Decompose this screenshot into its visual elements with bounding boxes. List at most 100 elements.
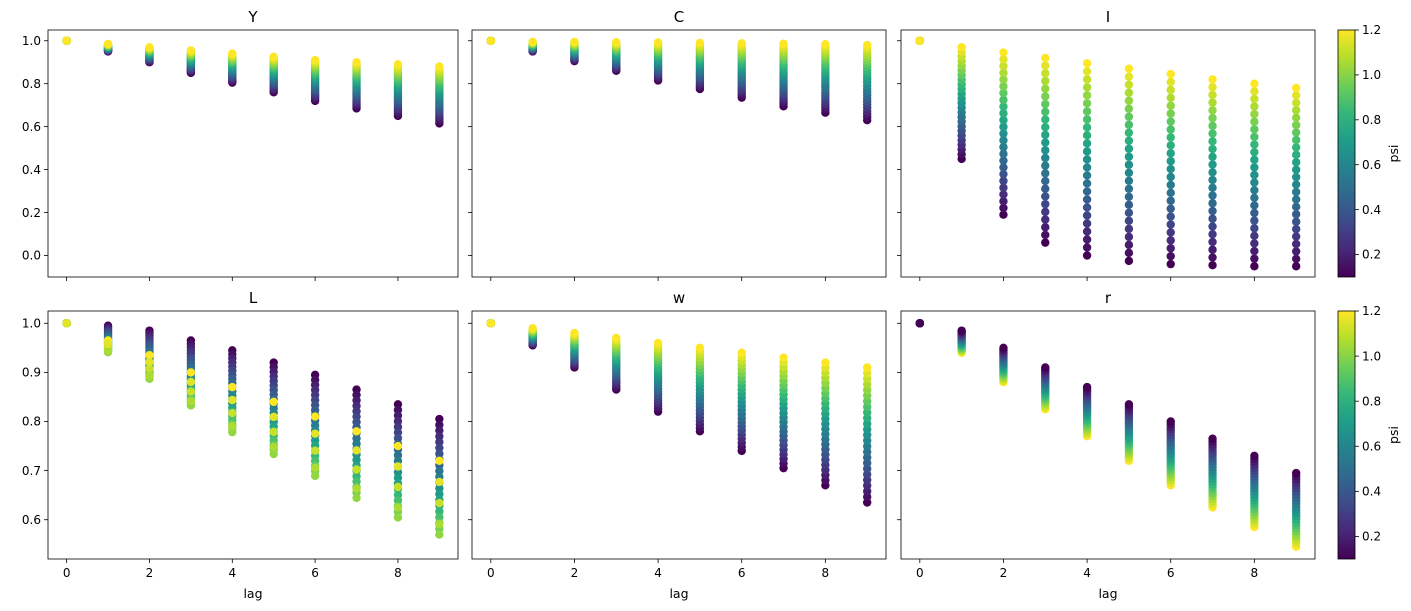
- x-tick-label: 2: [146, 566, 154, 580]
- scatter-point: [570, 37, 579, 47]
- scatter-point: [103, 346, 113, 355]
- scatter-point: [1166, 220, 1175, 229]
- scatter-point: [1166, 117, 1175, 126]
- scatter-point: [737, 348, 746, 357]
- scatter-point: [1250, 254, 1259, 263]
- x-axis-label: lag: [243, 586, 262, 601]
- scatter-point: [821, 39, 830, 49]
- scatter-point: [1124, 88, 1134, 97]
- scatter-point: [269, 427, 278, 437]
- colorbar: 0.2 0.4 0.6 0.8 1.0 1.2 psi: [1337, 304, 1401, 560]
- y-tick-label: 0.0: [22, 249, 41, 263]
- scatter-point: [1041, 61, 1050, 70]
- scatter-point: [999, 203, 1008, 213]
- scatter-point: [1166, 204, 1175, 213]
- scatter-point: [915, 36, 925, 45]
- axes-frame: [47, 29, 459, 278]
- scatter-point: [570, 328, 579, 338]
- scatter-point: [435, 520, 444, 529]
- x-tick-label: 2: [571, 566, 579, 580]
- scatter-point: [1291, 98, 1301, 108]
- scatter-points: [62, 36, 444, 128]
- scatter-point: [999, 48, 1008, 57]
- scatter-point: [1250, 117, 1259, 126]
- x-tick-label: 6: [311, 566, 319, 580]
- colorbar-tick-label: 1.2: [1362, 23, 1381, 37]
- axes-frame: [900, 29, 1316, 278]
- scatter-point: [352, 484, 361, 493]
- axes-frame: [47, 310, 459, 560]
- scatter-point: [1124, 216, 1134, 226]
- scatter-point: [999, 88, 1008, 98]
- scatter-point: [1124, 152, 1134, 161]
- scatter-point: [1166, 125, 1175, 134]
- scatter-point: [145, 364, 154, 374]
- scatter-point: [269, 442, 278, 452]
- scatter-point: [1166, 141, 1175, 150]
- scatter-point: [435, 489, 444, 499]
- scatter-point: [1082, 59, 1092, 68]
- scatter-point: [1250, 224, 1259, 233]
- y-tick-label: 1.0: [22, 34, 41, 48]
- subplot-title: Y: [247, 8, 258, 26]
- scatter-point: [999, 102, 1008, 111]
- scatter-point: [1291, 232, 1301, 241]
- colorbar-label: psi: [1386, 426, 1401, 444]
- x-axis-label: lag: [669, 586, 688, 601]
- scatter-point: [1124, 96, 1134, 105]
- colorbar-tick-label: 1.0: [1362, 68, 1381, 82]
- scatter-point: [1291, 187, 1301, 197]
- scatter-point: [1041, 363, 1050, 372]
- y-tick-label: 0.7: [22, 464, 41, 478]
- scatter-point: [1124, 224, 1134, 234]
- scatter-point: [1208, 175, 1217, 185]
- scatter-point: [1250, 102, 1259, 111]
- scatter-point: [269, 397, 278, 407]
- axes-frame: [471, 29, 887, 278]
- y-tick-label: 0.8: [22, 77, 41, 91]
- scatter-point: [1041, 230, 1050, 240]
- colorbar-gradient: [1337, 310, 1356, 560]
- scatter-point: [310, 446, 320, 455]
- scatter-point: [1082, 67, 1092, 76]
- scatter-point: [1250, 94, 1259, 104]
- scatter-point: [695, 343, 705, 353]
- y-tick-label: 0.4: [22, 163, 41, 177]
- scatter-point: [1166, 228, 1175, 237]
- scatter-point: [393, 441, 403, 451]
- x-tick-label: 0: [63, 566, 71, 580]
- colorbar-tick-label: 0.8: [1362, 113, 1381, 127]
- scatter-point: [103, 39, 113, 49]
- scatter-point: [1082, 115, 1092, 124]
- scatter-point: [435, 62, 444, 71]
- scatter-point: [1291, 120, 1301, 130]
- scatter-point: [352, 58, 361, 67]
- scatter-point: [1250, 262, 1259, 271]
- scatter-point: [1208, 199, 1217, 208]
- scatter-point: [1250, 185, 1259, 195]
- scatter-point: [1250, 216, 1259, 225]
- scatter-point: [486, 319, 496, 328]
- scatter-point: [393, 60, 403, 69]
- scatter-point: [1082, 107, 1092, 116]
- scatter-point: [1291, 202, 1301, 212]
- scatter-point: [999, 68, 1008, 78]
- scatter-point: [1208, 82, 1217, 92]
- scatter-point: [1250, 451, 1259, 461]
- x-tick-label: 6: [1167, 566, 1175, 580]
- scatter-point: [999, 82, 1008, 91]
- scatter-point: [269, 412, 278, 422]
- colorbar-tick-label: 1.0: [1362, 349, 1381, 363]
- scatter-point: [1166, 236, 1175, 245]
- scatter-point: [145, 357, 154, 367]
- scatter-point: [1082, 83, 1092, 92]
- scatter-point: [999, 115, 1008, 125]
- scatter-point: [1124, 64, 1134, 73]
- scatter-points: [486, 319, 872, 507]
- scatter-point: [1082, 155, 1092, 164]
- scatter-point: [1166, 244, 1175, 253]
- scatter-point: [779, 39, 788, 48]
- scatter-point: [1166, 172, 1175, 182]
- scatter-point: [1291, 247, 1301, 256]
- scatter-point: [1041, 161, 1050, 170]
